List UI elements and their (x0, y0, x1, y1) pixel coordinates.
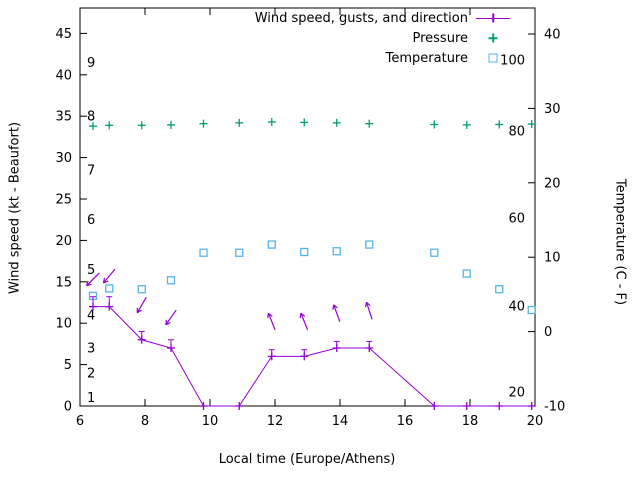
svg-text:2: 2 (87, 366, 95, 381)
wind-errorbar-sample-icon (476, 11, 510, 25)
svg-text:40: 40 (544, 28, 561, 43)
svg-text:12: 12 (267, 414, 284, 429)
legend-item-temperature: Temperature (255, 48, 510, 68)
legend-label-wind: Wind speed, gusts, and direction (254, 10, 468, 26)
plus-marker-icon (476, 31, 510, 45)
svg-text:40: 40 (508, 299, 525, 314)
svg-text:30: 30 (55, 151, 72, 166)
svg-text:20: 20 (527, 414, 544, 429)
svg-text:4: 4 (87, 308, 95, 323)
legend-label-temperature: Temperature (385, 50, 468, 66)
svg-text:-10: -10 (544, 400, 565, 415)
y-axis-title-right: Temperature (C - F) (612, 178, 628, 306)
svg-text:30: 30 (544, 102, 561, 117)
svg-text:20: 20 (544, 176, 561, 191)
svg-text:18: 18 (462, 414, 479, 429)
svg-text:14: 14 (332, 414, 349, 429)
x-axis-title: Local time (Europe/Athens) (218, 452, 396, 467)
svg-text:80: 80 (508, 125, 525, 140)
svg-text:6: 6 (76, 414, 84, 429)
svg-text:20: 20 (508, 385, 525, 400)
svg-text:25: 25 (55, 193, 72, 208)
svg-text:0: 0 (64, 400, 72, 415)
svg-text:1: 1 (87, 391, 95, 406)
svg-text:5: 5 (87, 263, 95, 278)
svg-text:0: 0 (544, 325, 552, 340)
svg-text:15: 15 (55, 275, 72, 290)
svg-text:7: 7 (87, 164, 95, 179)
svg-text:9: 9 (87, 56, 95, 71)
svg-text:10: 10 (202, 414, 219, 429)
svg-text:16: 16 (397, 414, 414, 429)
svg-text:3: 3 (87, 342, 95, 357)
legend: Wind speed, gusts, and direction Pressur… (255, 8, 510, 68)
svg-text:10: 10 (55, 317, 72, 332)
legend-label-pressure: Pressure (412, 30, 468, 46)
svg-text:45: 45 (55, 27, 72, 42)
svg-text:10: 10 (544, 251, 561, 266)
svg-text:5: 5 (64, 358, 72, 373)
svg-text:20: 20 (55, 234, 72, 249)
legend-item-pressure: Pressure (255, 28, 510, 48)
legend-item-wind: Wind speed, gusts, and direction (255, 8, 510, 28)
y-axis-title-left: Wind speed (kt - Beaufort) (7, 121, 23, 295)
svg-text:8: 8 (87, 110, 95, 125)
svg-text:60: 60 (508, 212, 525, 227)
svg-text:40: 40 (55, 68, 72, 83)
svg-text:6: 6 (87, 213, 95, 228)
svg-text:35: 35 (55, 110, 72, 125)
square-marker-icon (476, 51, 510, 65)
svg-text:100: 100 (500, 53, 525, 68)
svg-text:8: 8 (141, 414, 149, 429)
